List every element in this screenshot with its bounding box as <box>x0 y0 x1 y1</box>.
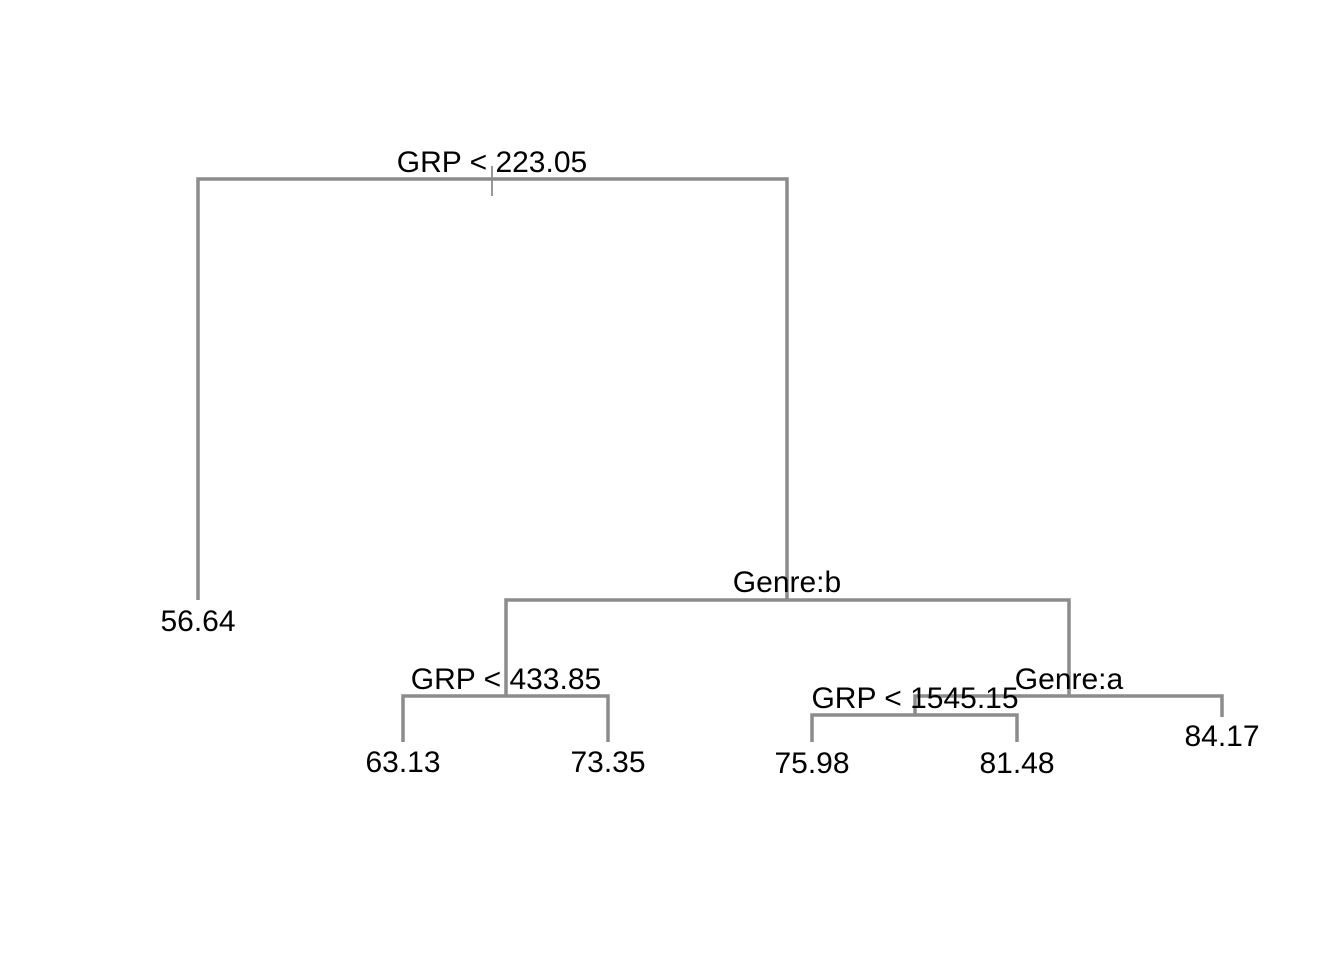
edge-genre-b <box>504 598 1071 696</box>
leaf-label: 73.35 <box>570 746 645 779</box>
edge-genre-a <box>913 694 1224 717</box>
leaf-label: 63.13 <box>365 746 440 779</box>
split-genre-a <box>913 694 1224 717</box>
leaf-label: 84.17 <box>1184 720 1259 753</box>
leaf-label: 81.48 <box>979 747 1054 780</box>
edge-root <box>196 177 789 600</box>
split-grp-433: GRP < 433.85 <box>401 663 610 742</box>
edge-grp-433 <box>401 694 610 742</box>
split-label-grp-1545: GRP < 1545.15 <box>811 682 1018 715</box>
split-root: GRP < 223.05 <box>196 146 789 600</box>
split-label-genre-b: Genre:b <box>733 566 841 599</box>
leaf-label: 75.98 <box>774 747 849 780</box>
split-label-root: GRP < 223.05 <box>397 146 587 179</box>
edge-grp-1545 <box>810 713 1019 742</box>
leaf-label: 56.64 <box>160 605 235 638</box>
split-grp-1545: GRP < 1545.15 <box>810 682 1019 742</box>
split-genre-b: Genre:b <box>504 566 1071 696</box>
split-label-grp-433: GRP < 433.85 <box>411 663 601 696</box>
split-label-genre-a: Genre:a <box>1015 663 1124 696</box>
